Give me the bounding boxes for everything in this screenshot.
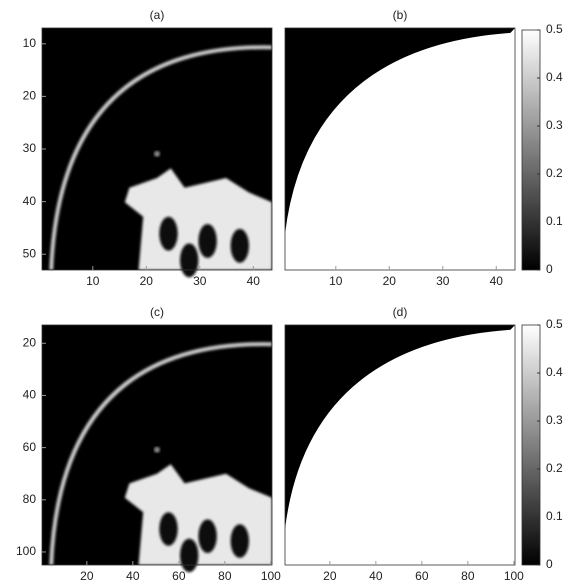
panel-title: (d) [393, 305, 408, 319]
image-panel: (a) 10 20 30 40 10 20 30 40 50 [23, 8, 273, 288]
dark-hole [230, 228, 249, 263]
y-tick-label: 80 [23, 492, 37, 506]
mask-region [285, 28, 515, 270]
y-tick-label: 30 [23, 141, 37, 155]
colorbar: 0 0.1 0.2 0.3 0.4 0.5 [521, 317, 563, 571]
skull-arc [49, 342, 273, 566]
colorbar-tick-label: 0.4 [546, 365, 563, 379]
y-tick-label: 40 [23, 388, 37, 402]
x-tick-label: 10 [86, 274, 100, 288]
colorbar-tick-label: 0.2 [546, 461, 563, 475]
panel-title: (b) [393, 8, 408, 22]
x-tick-label: 40 [247, 274, 261, 288]
panel-title: (c) [150, 305, 164, 319]
x-tick-label: 20 [383, 274, 397, 288]
colorbar-tick-label: 0.3 [546, 118, 563, 132]
dark-hole [159, 216, 178, 251]
image-panel: (b) 10 20 30 40 [284, 8, 516, 288]
colorbar-tick-label: 0.1 [546, 214, 563, 228]
axes-frame [284, 27, 516, 271]
image-panel: (d) 20 40 60 80 100 [284, 305, 524, 583]
x-tick-label: 20 [323, 569, 337, 583]
colorbar-tick-label: 0.5 [546, 22, 563, 36]
mask-region [285, 325, 515, 565]
x-tick-label: 20 [80, 569, 94, 583]
image-panel: (c) 20 40 60 80 100 20 40 60 80 100 [16, 305, 281, 583]
colorbar-tick-label: 0.3 [546, 413, 563, 427]
x-tick-label: 30 [436, 274, 450, 288]
x-tick-label: 60 [172, 569, 186, 583]
y-tick-label: 100 [16, 544, 36, 558]
y-tick-label: 20 [23, 89, 37, 103]
colorbar-tick-label: 0.1 [546, 509, 563, 523]
axes-frame [41, 324, 273, 566]
bright-spot [154, 150, 160, 157]
y-tick-label: 50 [23, 246, 37, 260]
dark-hole [180, 538, 199, 573]
colorbar-gradient [521, 29, 541, 271]
dark-hole [159, 512, 178, 546]
dark-hole [198, 224, 217, 258]
x-tick-label: 10 [329, 274, 343, 288]
y-tick-label: 20 [23, 335, 37, 349]
y-tick-label: 60 [23, 440, 37, 454]
dark-hole [198, 519, 217, 553]
y-tick-label: 40 [23, 194, 37, 208]
axes-frame [284, 324, 516, 566]
x-tick-label: 40 [490, 274, 504, 288]
colorbar-tick-label: 0.2 [546, 166, 563, 180]
x-tick-label: 40 [369, 569, 383, 583]
panel-title: (a) [150, 8, 165, 22]
colorbar-tick-label: 0.5 [546, 317, 563, 331]
x-tick-label: 40 [126, 569, 140, 583]
colorbar: 0 0.1 0.2 0.3 0.4 0.5 [521, 22, 563, 276]
x-tick-label: 100 [504, 569, 524, 583]
dark-hole [230, 524, 249, 558]
x-tick-label: 60 [415, 569, 429, 583]
colorbar-tick-label: 0 [546, 557, 553, 571]
x-tick-label: 20 [140, 274, 154, 288]
bright-spot [154, 446, 160, 453]
x-tick-label: 80 [218, 569, 232, 583]
colorbar-gradient [521, 324, 541, 566]
dark-hole [180, 243, 199, 278]
skull-arc [49, 45, 273, 271]
x-tick-label: 80 [461, 569, 475, 583]
y-tick-label: 10 [23, 36, 37, 50]
x-tick-label: 30 [193, 274, 207, 288]
colorbar-tick-label: 0.4 [546, 70, 563, 84]
colorbar-tick-label: 0 [546, 262, 553, 276]
x-tick-label: 100 [261, 569, 281, 583]
